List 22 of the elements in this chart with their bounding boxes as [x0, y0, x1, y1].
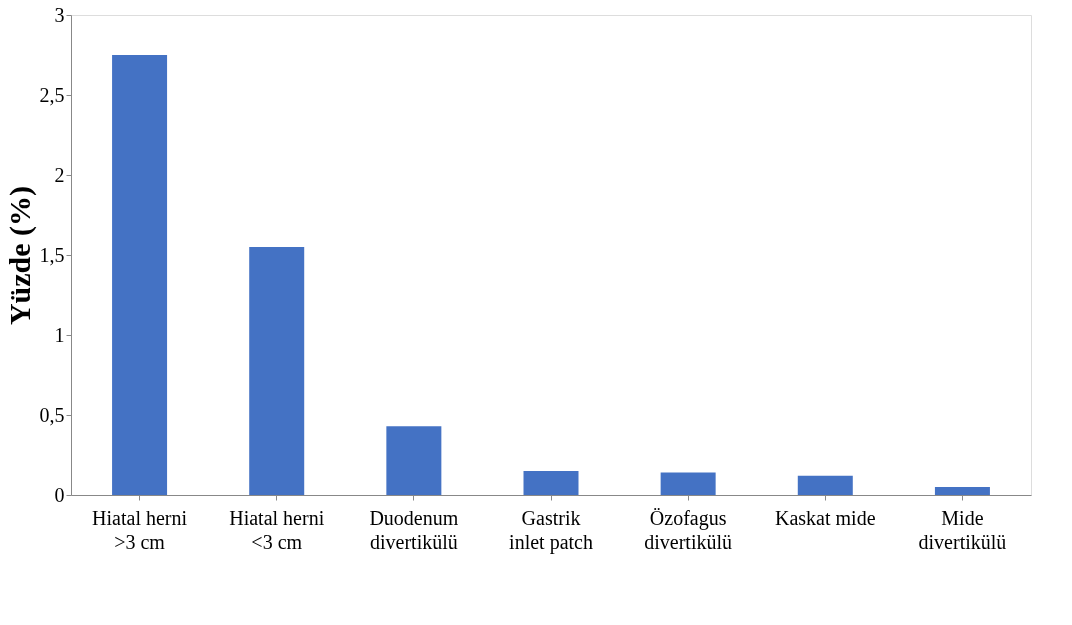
x-tick-label: Kaskat mide [775, 506, 876, 529]
bar [523, 471, 579, 495]
y-tick-label: 0,5 [39, 403, 65, 426]
x-tick-label: Mide divertikülü [918, 506, 1007, 553]
x-tick-label: Gastrik inlet patch [509, 506, 593, 554]
x-tick-label: Hiatal herni <3 cm [229, 506, 325, 553]
bar [934, 487, 990, 495]
y-axis-title: Yüzde (%) [2, 185, 37, 326]
bar [660, 472, 716, 495]
y-tick-label: 2 [54, 163, 65, 186]
bar [386, 426, 442, 495]
y-tick-label: 1,5 [39, 243, 65, 266]
x-tick-label: Duodenum divertikülü [369, 506, 459, 553]
x-tick-label: Hiatal herni >3 cm [92, 506, 188, 553]
bar [797, 475, 853, 495]
bar [112, 55, 168, 495]
bar [249, 247, 305, 495]
y-tick-label: 2,5 [39, 83, 65, 106]
x-tick-label: Özofagus divertikülü [644, 506, 733, 553]
y-tick-label: 1 [54, 323, 65, 346]
y-tick-label: 3 [54, 3, 65, 26]
y-tick-label: 0 [54, 483, 65, 506]
